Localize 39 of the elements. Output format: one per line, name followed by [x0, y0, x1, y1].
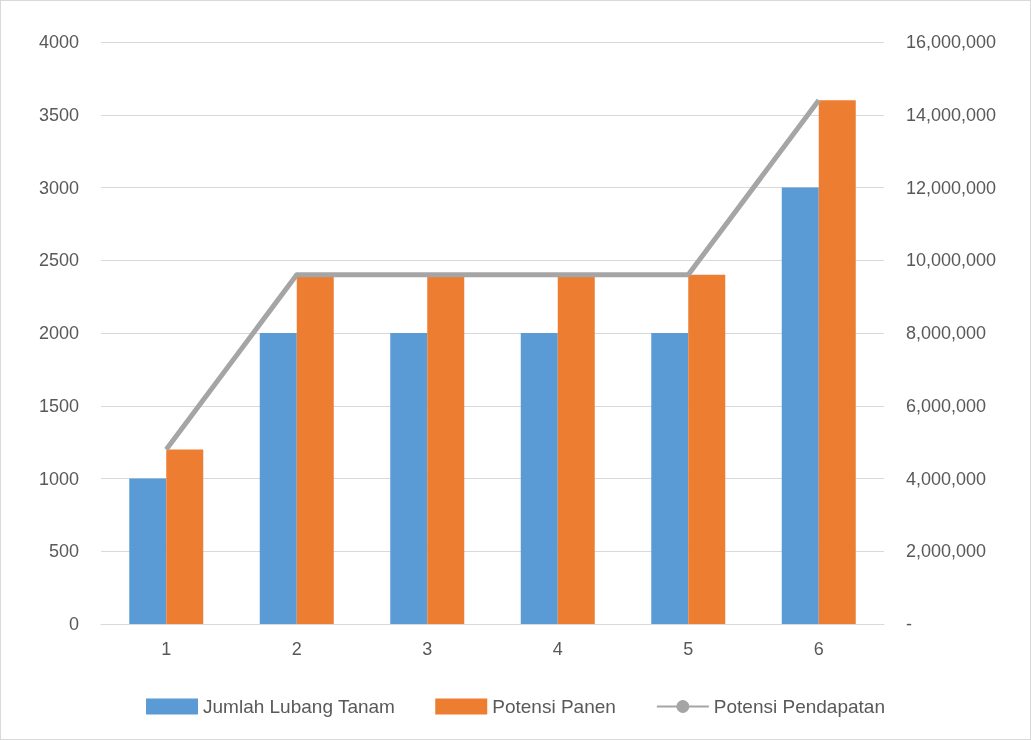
- y2-tick-label: 12,000,000: [906, 177, 997, 198]
- y2-tick-label: 10,000,000: [906, 250, 997, 271]
- y2-tick-label: 16,000,000: [906, 32, 997, 52]
- y-tick-label: 1500: [38, 395, 79, 416]
- x-tick-label: 3: [422, 639, 433, 659]
- y-tick-label: 3500: [38, 104, 79, 125]
- bar: [557, 274, 595, 624]
- x-tick-label: 4: [552, 639, 563, 659]
- y-tick-label: 2000: [38, 323, 79, 343]
- y2-tick-label: 6,000,000: [906, 395, 987, 416]
- x-tick-label: 2: [291, 639, 302, 659]
- bar: [520, 333, 558, 624]
- y2-tick-label: 2,000,000: [906, 541, 987, 562]
- bar: [296, 274, 334, 624]
- bar: [166, 449, 204, 624]
- bar: [390, 333, 428, 624]
- y-tick-label: 500: [48, 541, 79, 562]
- legend-label: Jumlah Lubang Tanam: [203, 696, 395, 717]
- bar: [129, 478, 167, 624]
- y2-tick-label: -: [906, 614, 912, 634]
- bar: [818, 100, 856, 624]
- bar: [688, 274, 726, 624]
- y-tick-label: 3000: [38, 177, 79, 198]
- bar: [427, 274, 465, 624]
- x-tick-label: 5: [683, 639, 694, 659]
- y-tick-label: 1000: [38, 468, 79, 489]
- y2-tick-label: 4,000,000: [906, 468, 987, 489]
- y2-tick-label: 14,000,000: [906, 104, 997, 125]
- bar: [259, 333, 297, 624]
- bar: [651, 333, 689, 624]
- y2-tick-label: 8,000,000: [906, 323, 987, 343]
- y-tick-label: 4000: [38, 32, 79, 52]
- legend-label: Potensi Panen: [492, 696, 616, 717]
- x-tick-label: 1: [161, 639, 172, 659]
- x-tick-label: 6: [813, 639, 824, 659]
- y-tick-label: 0: [68, 614, 79, 634]
- bar: [781, 187, 819, 624]
- legend-label: Potensi Pendapatan: [713, 696, 885, 717]
- y-tick-label: 2500: [38, 250, 79, 271]
